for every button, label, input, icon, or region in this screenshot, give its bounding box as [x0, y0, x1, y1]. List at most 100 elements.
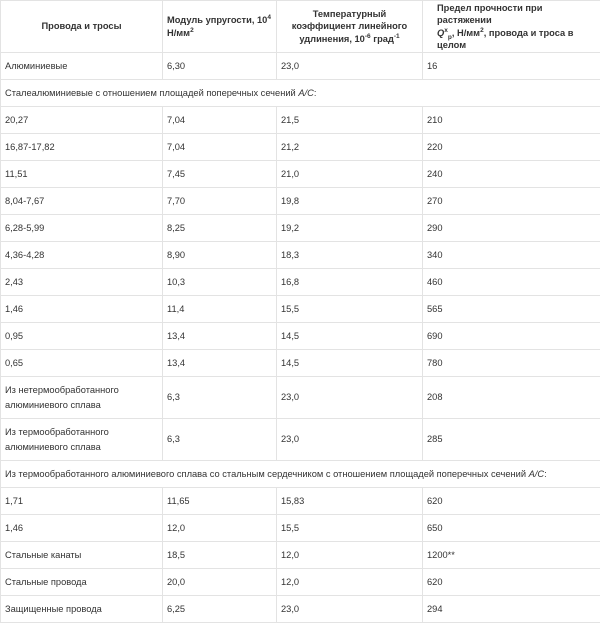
- section-row: Сталеалюминиевые с отношением площадей п…: [1, 80, 600, 107]
- cell-col1: 1,71: [1, 488, 163, 515]
- cell-col2: 6,25: [163, 596, 277, 623]
- cell-col2: 10,3: [163, 269, 277, 296]
- cell-col3: 23,0: [277, 419, 423, 461]
- cell-col2: 20,0: [163, 569, 277, 596]
- cell-col2: 7,70: [163, 188, 277, 215]
- cell-col3: 14,5: [277, 350, 423, 377]
- cell-col1: 8,04-7,67: [1, 188, 163, 215]
- cell-col4: 240: [423, 161, 600, 188]
- cell-col4: 1200**: [423, 542, 600, 569]
- cell-col3: 15,83: [277, 488, 423, 515]
- cell-col3: 15,5: [277, 515, 423, 542]
- cell-col2: 6,3: [163, 377, 277, 419]
- cell-col4: 294: [423, 596, 600, 623]
- header-modulus: Модуль упругости, 104 Н/мм2: [163, 1, 277, 53]
- section-row: Из термообработанного алюминиевого сплав…: [1, 461, 600, 488]
- cell-col2: 13,4: [163, 323, 277, 350]
- header-thermal-coefficient: Температурный коэффициент линейного удли…: [277, 1, 423, 53]
- cell-col4: 620: [423, 488, 600, 515]
- cell-col3: 18,3: [277, 242, 423, 269]
- cell-col3: 21,2: [277, 134, 423, 161]
- cell-col4: 690: [423, 323, 600, 350]
- cell-col2: 7,45: [163, 161, 277, 188]
- cell-col1: Из нетермообработанного алюминиевого спл…: [1, 377, 163, 419]
- cell-col1: 11,51: [1, 161, 163, 188]
- cell-col1: 20,27: [1, 107, 163, 134]
- cell-col3: 21,0: [277, 161, 423, 188]
- cell-col2: 18,5: [163, 542, 277, 569]
- cell-col2: 11,4: [163, 296, 277, 323]
- cell-col1: Из термообработанного алюминиевого сплав…: [1, 419, 163, 461]
- cell-col2: 8,90: [163, 242, 277, 269]
- cell-col1: 1,46: [1, 296, 163, 323]
- cell-col1: 0,65: [1, 350, 163, 377]
- cell-col2: 11,65: [163, 488, 277, 515]
- cell-col2: 13,4: [163, 350, 277, 377]
- cell-col1: Стальные канаты: [1, 542, 163, 569]
- cell-col3: 14,5: [277, 323, 423, 350]
- cell-col4: 208: [423, 377, 600, 419]
- cell-col3: 16,8: [277, 269, 423, 296]
- cell-col4: 460: [423, 269, 600, 296]
- cell-col3: 12,0: [277, 569, 423, 596]
- cell-col3: 23,0: [277, 377, 423, 419]
- header-row: Провода и тросы Модуль упругости, 104 Н/…: [1, 1, 600, 53]
- cell-col4: 210: [423, 107, 600, 134]
- cell-col2: 12,0: [163, 515, 277, 542]
- cell-col4: 16: [423, 53, 600, 80]
- cell-col3: 21,5: [277, 107, 423, 134]
- cell-col3: 19,2: [277, 215, 423, 242]
- cell-col2: 6,30: [163, 53, 277, 80]
- table-row: Из нетермообработанного алюминиевого спл…: [1, 377, 600, 419]
- cell-col4: 650: [423, 515, 600, 542]
- cell-col4: 620: [423, 569, 600, 596]
- cell-col3: 15,5: [277, 296, 423, 323]
- cell-col3: 23,0: [277, 596, 423, 623]
- cell-col1: Алюминиевые: [1, 53, 163, 80]
- section-caption: Из термообработанного алюминиевого сплав…: [1, 461, 600, 488]
- header-wires: Провода и тросы: [1, 1, 163, 53]
- cell-col4: 220: [423, 134, 600, 161]
- cell-col3: 12,0: [277, 542, 423, 569]
- cell-col1: 4,36-4,28: [1, 242, 163, 269]
- cell-col2: 7,04: [163, 134, 277, 161]
- cell-col1: 16,87-17,82: [1, 134, 163, 161]
- cell-col1: Защищенные провода: [1, 596, 163, 623]
- cell-col1: 0,95: [1, 323, 163, 350]
- cell-col2: 8,25: [163, 215, 277, 242]
- cell-col1: 6,28-5,99: [1, 215, 163, 242]
- cell-col4: 780: [423, 350, 600, 377]
- cell-col4: 285: [423, 419, 600, 461]
- cell-col4: 340: [423, 242, 600, 269]
- section-caption: Сталеалюминиевые с отношением площадей п…: [1, 80, 600, 107]
- cell-col3: 19,8: [277, 188, 423, 215]
- table-row: Из термообработанного алюминиевого сплав…: [1, 419, 600, 461]
- cell-col2: 6,3: [163, 419, 277, 461]
- cell-col4: 565: [423, 296, 600, 323]
- cell-col3: 23,0: [277, 53, 423, 80]
- cell-col2: 7,04: [163, 107, 277, 134]
- cell-col4: 270: [423, 188, 600, 215]
- cell-col4: 290: [423, 215, 600, 242]
- cell-col1: 1,46: [1, 515, 163, 542]
- cell-col1: 2,43: [1, 269, 163, 296]
- cell-col1: Стальные провода: [1, 569, 163, 596]
